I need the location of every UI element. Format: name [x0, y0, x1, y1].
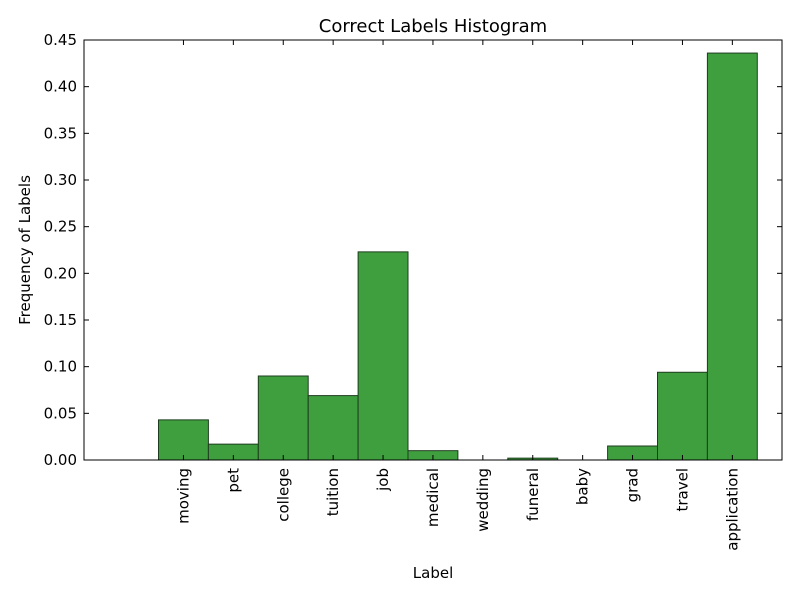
- x-tick-label-job: job: [374, 468, 392, 492]
- y-axis-label: Frequency of Labels: [16, 175, 34, 325]
- x-tick-label-wedding: wedding: [474, 468, 492, 532]
- bar-college: [257, 375, 309, 461]
- x-tick-label-moving: moving: [174, 468, 192, 524]
- x-tick-label-application: application: [723, 468, 741, 551]
- bar-job: [357, 251, 409, 461]
- bar-tuition: [307, 395, 359, 461]
- y-tick-label: 0.25: [44, 218, 77, 236]
- y-tick-label: 0.35: [44, 124, 77, 142]
- x-tick-label-college: college: [274, 468, 292, 522]
- x-tick-label-pet: pet: [224, 468, 242, 493]
- x-ticks-group: moving pet college tuition job medical wedding…: [174, 40, 741, 551]
- y-tick-label: 0.40: [44, 78, 77, 96]
- bar-travel: [657, 371, 708, 461]
- y-tick-label: 0.30: [44, 171, 77, 189]
- x-tick-label-medical: medical: [424, 468, 442, 527]
- y-tick-label: 0.00: [44, 451, 77, 469]
- bars-group: [158, 52, 758, 461]
- x-tick-label-grad: grad: [624, 468, 642, 502]
- y-tick-label: 0.15: [44, 311, 77, 329]
- y-tick-label: 0.10: [44, 358, 77, 376]
- x-tick-label-funeral: funeral: [524, 468, 542, 521]
- y-ticks-group: 0.00 0.05 0.10 0.15 0.20 0.25 0.30 0.35 0.40 0.45: [44, 31, 782, 469]
- bar-moving: [158, 419, 209, 461]
- x-tick-label-tuition: tuition: [324, 468, 342, 516]
- plot-frame: [83, 39, 783, 461]
- chart-title: Correct Labels Histogram: [319, 16, 547, 37]
- x-axis-label: Label: [413, 564, 453, 582]
- bar-application: [706, 52, 758, 461]
- x-tick-label-baby: baby: [574, 468, 592, 505]
- y-tick-label: 0.05: [44, 404, 77, 422]
- y-tick-label: 0.45: [44, 31, 77, 49]
- x-tick-label-travel: travel: [673, 468, 691, 512]
- y-tick-label: 0.20: [44, 264, 77, 282]
